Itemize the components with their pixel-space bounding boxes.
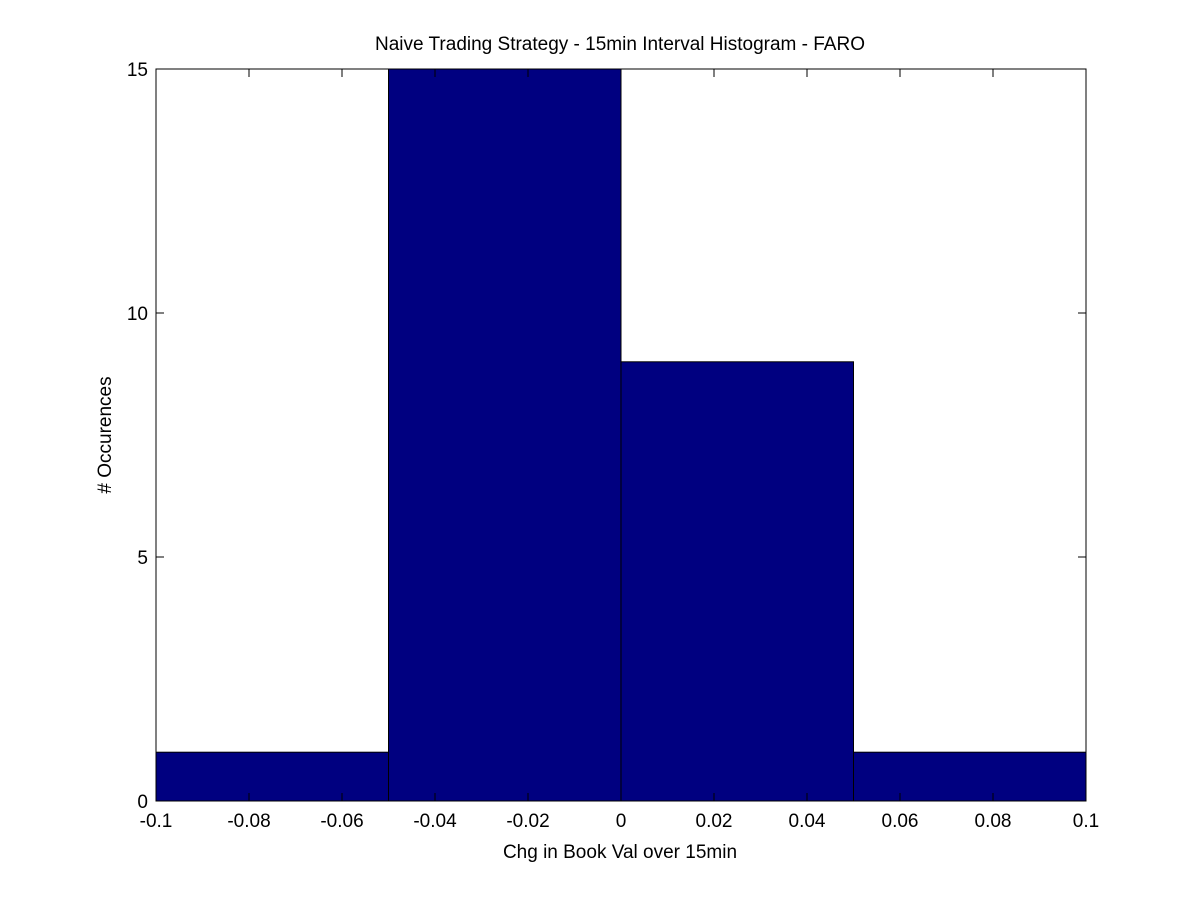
y-tick-label: 0 bbox=[137, 792, 148, 813]
y-tick-label: 5 bbox=[137, 548, 148, 569]
x-tick-label: 0.1 bbox=[1073, 811, 1099, 832]
y-axis-label: # Occurences bbox=[95, 376, 116, 493]
bars-group bbox=[155, 68, 1087, 802]
axes-frame bbox=[155, 68, 1087, 802]
x-tick-label: 0.04 bbox=[789, 811, 826, 832]
histogram-bar-3 bbox=[620, 361, 854, 802]
histogram-bar-4 bbox=[853, 751, 1087, 802]
y-tick-label: 10 bbox=[127, 304, 148, 325]
x-tick-label: -0.1 bbox=[140, 811, 173, 832]
x-tick-label: -0.02 bbox=[506, 811, 549, 832]
y-tick-label: 15 bbox=[127, 60, 148, 81]
x-tick-label: -0.06 bbox=[320, 811, 363, 832]
x-axis-label: Chg in Book Val over 15min bbox=[503, 842, 737, 863]
x-tick-label: -0.04 bbox=[413, 811, 457, 832]
plot-area bbox=[155, 68, 1087, 802]
chart-title: Naive Trading Strategy - 15min Interval … bbox=[375, 34, 865, 55]
x-tick-label: 0.08 bbox=[975, 811, 1012, 832]
x-tick-labels: -0.1 -0.08 -0.06 -0.04 -0.02 0 0.02 0.04 0.06 0.0… bbox=[140, 811, 1100, 832]
histogram-bar-1 bbox=[155, 751, 389, 802]
x-tick-label: 0 bbox=[616, 811, 627, 832]
x-tick-label: 0.06 bbox=[882, 811, 919, 832]
histogram-bar-2 bbox=[388, 68, 622, 802]
x-tick-label: 0.02 bbox=[696, 811, 733, 832]
x-tick-label: -0.08 bbox=[227, 811, 270, 832]
y-tick-labels: 0 5 10 15 bbox=[127, 60, 148, 813]
